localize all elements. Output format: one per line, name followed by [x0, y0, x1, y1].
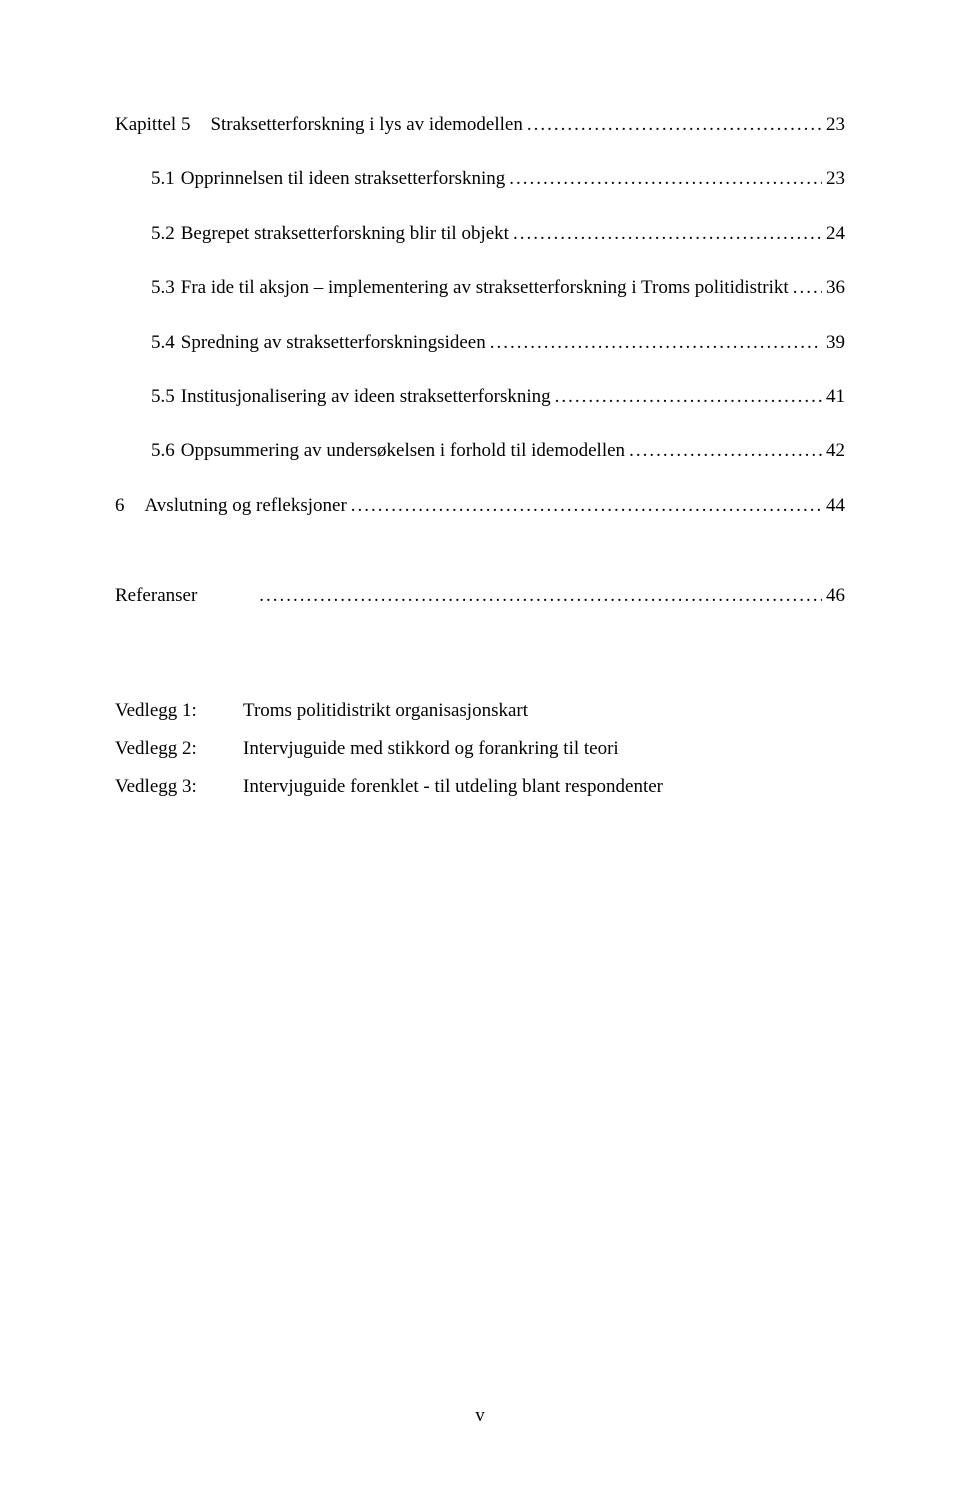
toc-item-label: 5.5	[151, 382, 175, 412]
footer-page-number: v	[0, 1405, 960, 1427]
toc-item-page: 24	[826, 219, 845, 249]
toc-item-page: 36	[826, 273, 845, 303]
toc-dots	[527, 110, 822, 140]
toc-item-5-2: 5.2 Begrepet straksetterforskning blir t…	[115, 219, 845, 249]
toc-dots	[629, 436, 822, 466]
toc-item-label: 5.1	[151, 164, 175, 194]
toc-references-page: 46	[826, 581, 845, 611]
attachment-2-key: Vedlegg 2:	[115, 730, 243, 768]
attachment-3-value: Intervjuguide forenklet - til utdeling b…	[243, 768, 845, 806]
attachment-3-key: Vedlegg 3:	[115, 768, 243, 806]
toc-item-5-1: 5.1 Opprinnelsen til ideen straksetterfo…	[115, 164, 845, 194]
toc-chapter-5-page: 23	[826, 110, 845, 140]
attachment-1: Vedlegg 1: Troms politidistrikt organisa…	[115, 692, 845, 730]
toc-item-title: Institusjonalisering av ideen straksette…	[181, 382, 551, 412]
toc-item-page: 23	[826, 164, 845, 194]
toc-item-page: 42	[826, 436, 845, 466]
toc-dots	[555, 382, 822, 412]
toc-dots	[509, 164, 822, 194]
toc-item-title: Opprinnelsen til ideen straksetterforskn…	[181, 164, 506, 194]
toc-item-title: Spredning av straksetterforskningsideen	[181, 328, 486, 358]
toc-dots	[259, 581, 822, 611]
toc-chapter-5: Kapittel 5 Straksetterforskning i lys av…	[115, 110, 845, 140]
attachments-list: Vedlegg 1: Troms politidistrikt organisa…	[115, 692, 845, 806]
toc-chapter-6-title: Avslutning og refleksjoner	[145, 491, 347, 521]
toc-item-label: 5.4	[151, 328, 175, 358]
toc-item-page: 41	[826, 382, 845, 412]
toc-item-title: Oppsummering av undersøkelsen i forhold …	[181, 436, 625, 466]
attachment-2-value: Intervjuguide med stikkord og forankring…	[243, 730, 845, 768]
toc-chapter-5-label: Kapittel 5	[115, 110, 190, 140]
toc-chapter-5-title: Straksetterforskning i lys av idemodelle…	[210, 110, 522, 140]
toc-item-title: Begrepet straksetterforskning blir til o…	[181, 219, 509, 249]
attachment-2: Vedlegg 2: Intervjuguide med stikkord og…	[115, 730, 845, 768]
attachment-3: Vedlegg 3: Intervjuguide forenklet - til…	[115, 768, 845, 806]
toc-chapter-6-page: 44	[826, 491, 845, 521]
toc-references: Referanser 46	[115, 581, 845, 611]
toc-item-5-4: 5.4 Spredning av straksetterforskningsid…	[115, 328, 845, 358]
toc-item-5-5: 5.5 Institusjonalisering av ideen straks…	[115, 382, 845, 412]
toc-item-label: 5.6	[151, 436, 175, 466]
attachment-1-key: Vedlegg 1:	[115, 692, 243, 730]
toc-chapter-6: 6 Avslutning og refleksjoner 44	[115, 491, 845, 521]
page: Kapittel 5 Straksetterforskning i lys av…	[0, 0, 960, 1487]
toc-item-label: 5.2	[151, 219, 175, 249]
attachment-1-value: Troms politidistrikt organisasjonskart	[243, 692, 845, 730]
toc-dots	[490, 328, 822, 358]
toc-dots	[793, 273, 822, 303]
toc-item-label: 5.3	[151, 273, 175, 303]
toc-item-5-3: 5.3 Fra ide til aksjon – implementering …	[115, 273, 845, 303]
toc-item-page: 39	[826, 328, 845, 358]
toc-dots	[513, 219, 822, 249]
toc-chapter-6-label: 6	[115, 491, 125, 521]
toc-item-title: Fra ide til aksjon – implementering av s…	[181, 273, 789, 303]
toc-references-label: Referanser	[115, 581, 197, 611]
toc-dots	[351, 491, 822, 521]
toc-item-5-6: 5.6 Oppsummering av undersøkelsen i forh…	[115, 436, 845, 466]
